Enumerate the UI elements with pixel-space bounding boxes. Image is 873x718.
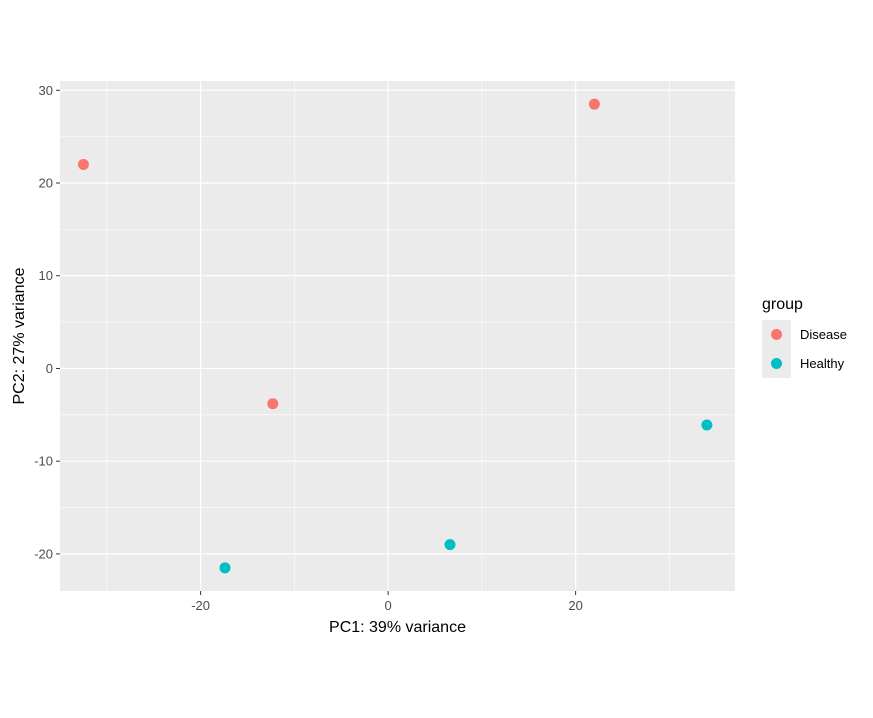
y-tick-label: -20 <box>34 546 53 561</box>
x-tick-label: -20 <box>191 598 210 613</box>
data-points <box>77 98 713 574</box>
legend-label-healthy: Healthy <box>800 356 845 371</box>
data-point-disease <box>77 158 89 170</box>
y-axis-ticks <box>56 89 60 555</box>
panel-background <box>60 81 735 591</box>
y-tick-labels: 30 20 10 0 -10 -20 <box>34 83 53 562</box>
y-axis-title: PC2: 27% variance <box>11 267 28 404</box>
y-tick-label: 20 <box>39 176 53 191</box>
x-tick-labels: -20 0 20 <box>191 598 583 613</box>
legend-dot-disease <box>771 329 782 340</box>
x-tick-label: 20 <box>568 598 582 613</box>
y-tick-label: 10 <box>39 268 53 283</box>
data-point-healthy <box>701 419 713 431</box>
legend-label-disease: Disease <box>800 327 847 342</box>
x-axis-ticks <box>200 591 577 595</box>
legend-title: group <box>762 296 803 313</box>
legend-dot-healthy <box>771 358 782 369</box>
data-point-healthy <box>219 562 231 574</box>
data-point-disease <box>267 398 279 410</box>
x-axis-title: PC1: 39% variance <box>329 619 466 636</box>
grid-major <box>60 81 735 591</box>
y-tick-label: 30 <box>39 83 53 98</box>
y-tick-label: -10 <box>34 454 53 469</box>
x-tick-label: 0 <box>385 598 392 613</box>
data-point-disease <box>588 98 600 110</box>
legend: group Disease Healthy <box>762 296 847 378</box>
y-tick-label: 0 <box>46 361 53 376</box>
data-point-healthy <box>444 539 456 551</box>
grid-minor <box>60 81 735 591</box>
